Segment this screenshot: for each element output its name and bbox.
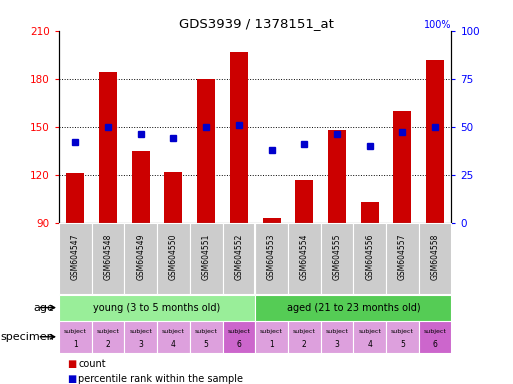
Bar [124, 223, 157, 294]
Text: GSM604549: GSM604549 [136, 233, 145, 280]
Bar [165, 172, 183, 223]
Text: 3: 3 [139, 340, 143, 349]
Bar [263, 218, 281, 223]
Text: GSM604552: GSM604552 [234, 233, 243, 280]
Text: 6: 6 [236, 340, 241, 349]
Bar [92, 223, 125, 294]
Bar [288, 321, 321, 353]
Bar [386, 321, 419, 353]
Text: subject: subject [358, 329, 381, 334]
Bar [426, 60, 444, 223]
Text: GSM604553: GSM604553 [267, 233, 276, 280]
Text: subject: subject [260, 329, 283, 334]
Bar [255, 295, 451, 321]
Bar [197, 79, 215, 223]
Text: GSM604554: GSM604554 [300, 233, 309, 280]
Text: young (3 to 5 months old): young (3 to 5 months old) [93, 303, 221, 313]
Text: 5: 5 [204, 340, 209, 349]
Bar [393, 111, 411, 223]
Bar [230, 51, 248, 223]
Bar [92, 321, 124, 353]
Text: subject: subject [129, 329, 152, 334]
Text: count: count [78, 359, 106, 369]
Bar [223, 223, 255, 294]
Text: subject: subject [227, 329, 250, 334]
Bar [255, 223, 288, 294]
Text: GDS3939 / 1378151_at: GDS3939 / 1378151_at [179, 17, 334, 30]
Bar [59, 321, 92, 353]
Text: ■: ■ [67, 374, 76, 384]
Bar [66, 173, 84, 223]
Text: 100%: 100% [424, 20, 451, 30]
Text: 2: 2 [302, 340, 307, 349]
Text: subject: subject [96, 329, 120, 334]
Text: subject: subject [64, 329, 87, 334]
Text: subject: subject [424, 329, 446, 334]
Text: ■: ■ [67, 359, 76, 369]
Bar [328, 130, 346, 223]
Bar [321, 223, 353, 294]
Bar [353, 223, 386, 294]
Bar [59, 223, 92, 294]
Bar [124, 321, 157, 353]
Bar [59, 295, 255, 321]
Bar [295, 180, 313, 223]
Text: subject: subject [162, 329, 185, 334]
Text: subject: subject [293, 329, 315, 334]
Text: GSM604550: GSM604550 [169, 233, 178, 280]
Bar [157, 321, 190, 353]
Bar [353, 321, 386, 353]
Text: age: age [33, 303, 54, 313]
Text: GSM604548: GSM604548 [104, 233, 112, 280]
Bar [190, 223, 223, 294]
Text: GSM604547: GSM604547 [71, 233, 80, 280]
Bar [419, 223, 451, 294]
Text: GSM604555: GSM604555 [332, 233, 342, 280]
Text: GSM604558: GSM604558 [430, 233, 440, 280]
Text: 1: 1 [269, 340, 274, 349]
Bar [288, 223, 321, 294]
Text: 2: 2 [106, 340, 110, 349]
Text: 4: 4 [367, 340, 372, 349]
Bar [157, 223, 190, 294]
Bar [419, 321, 451, 353]
Bar [255, 321, 288, 353]
Bar [361, 202, 379, 223]
Text: 5: 5 [400, 340, 405, 349]
Text: 6: 6 [432, 340, 438, 349]
Text: 4: 4 [171, 340, 176, 349]
Text: subject: subject [391, 329, 414, 334]
Text: GSM604557: GSM604557 [398, 233, 407, 280]
Bar [386, 223, 419, 294]
Bar [99, 72, 117, 223]
Text: specimen: specimen [0, 332, 54, 342]
Text: subject: subject [326, 329, 348, 334]
Bar [321, 321, 353, 353]
Text: subject: subject [195, 329, 218, 334]
Text: percentile rank within the sample: percentile rank within the sample [78, 374, 244, 384]
Bar [223, 321, 255, 353]
Text: GSM604556: GSM604556 [365, 233, 374, 280]
Text: 1: 1 [73, 340, 78, 349]
Text: GSM604551: GSM604551 [202, 233, 211, 280]
Text: 3: 3 [334, 340, 340, 349]
Bar [132, 151, 150, 223]
Text: aged (21 to 23 months old): aged (21 to 23 months old) [287, 303, 420, 313]
Bar [190, 321, 223, 353]
